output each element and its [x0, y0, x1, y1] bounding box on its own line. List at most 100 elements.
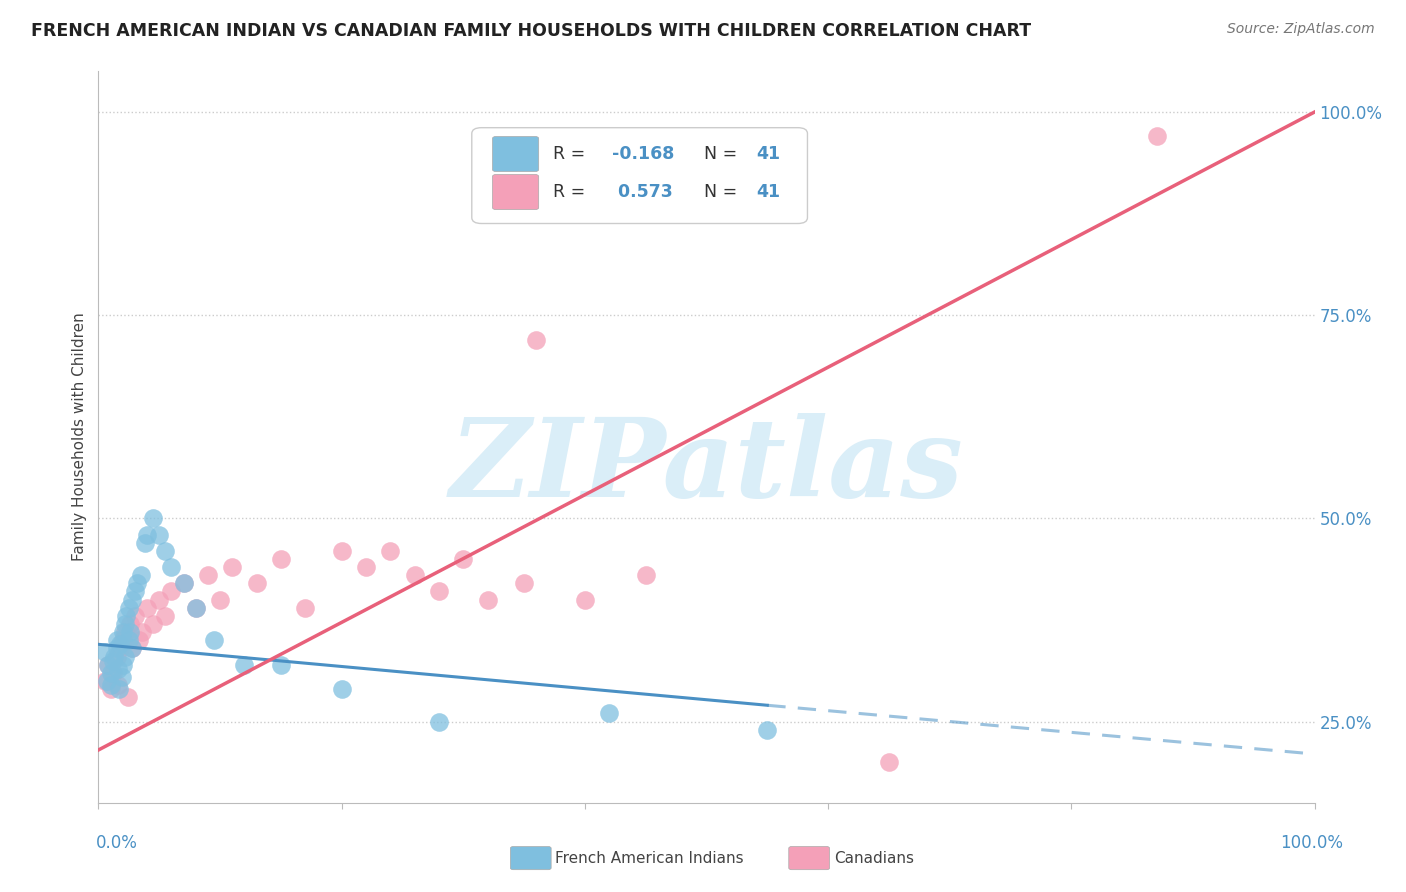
Point — [477, 592, 499, 607]
Point — [524, 333, 547, 347]
Point — [105, 649, 128, 664]
Text: N =: N = — [693, 145, 742, 163]
Point — [128, 633, 150, 648]
Point — [404, 568, 426, 582]
Point — [155, 608, 177, 623]
Text: 0.0%: 0.0% — [96, 834, 138, 852]
Point — [129, 568, 152, 582]
Point — [124, 584, 146, 599]
Point — [148, 527, 170, 541]
Point — [105, 633, 128, 648]
Point — [197, 568, 219, 582]
Point — [148, 592, 170, 607]
Point — [155, 544, 177, 558]
Point — [574, 592, 596, 607]
Point — [103, 649, 125, 664]
Point — [111, 625, 134, 640]
Point — [114, 649, 136, 664]
Y-axis label: Family Households with Children: Family Households with Children — [72, 313, 87, 561]
Point — [160, 560, 183, 574]
Point — [115, 608, 138, 623]
Point — [1146, 129, 1168, 144]
Point — [233, 657, 256, 672]
Point — [97, 657, 120, 672]
Point — [118, 633, 141, 648]
Point — [756, 723, 779, 737]
Text: N =: N = — [693, 183, 742, 201]
Point — [97, 657, 120, 672]
Point — [127, 576, 149, 591]
Point — [221, 560, 243, 574]
Point — [101, 654, 124, 668]
Point — [330, 681, 353, 696]
Text: 0.573: 0.573 — [612, 183, 672, 201]
Point — [110, 670, 132, 684]
Point — [131, 625, 153, 640]
Point — [105, 641, 128, 656]
Point — [354, 560, 377, 574]
Point — [136, 527, 159, 541]
Point — [598, 706, 620, 721]
Point — [110, 641, 132, 656]
Text: -0.168: -0.168 — [612, 145, 673, 163]
Point — [134, 535, 156, 549]
Point — [142, 617, 165, 632]
Point — [111, 657, 134, 672]
Point — [513, 576, 536, 591]
Point — [877, 755, 900, 769]
Point — [108, 681, 131, 696]
Point — [209, 592, 232, 607]
Point — [202, 633, 225, 648]
Point — [245, 576, 267, 591]
Point — [114, 625, 136, 640]
Point — [93, 645, 115, 659]
Point — [160, 584, 183, 599]
Point — [121, 592, 143, 607]
Point — [107, 678, 129, 692]
Text: ZIPatlas: ZIPatlas — [450, 413, 963, 520]
Text: Canadians: Canadians — [834, 851, 914, 865]
Point — [453, 552, 475, 566]
Point — [117, 690, 139, 705]
Text: 41: 41 — [756, 183, 780, 201]
Point — [100, 665, 122, 680]
Point — [427, 584, 450, 599]
Point — [101, 665, 124, 680]
Point — [118, 617, 141, 632]
Text: R =: R = — [554, 183, 591, 201]
Point — [110, 637, 132, 651]
Point — [121, 641, 143, 656]
Point — [111, 633, 134, 648]
Text: 100.0%: 100.0% — [1279, 834, 1343, 852]
Text: FRENCH AMERICAN INDIAN VS CANADIAN FAMILY HOUSEHOLDS WITH CHILDREN CORRELATION C: FRENCH AMERICAN INDIAN VS CANADIAN FAMIL… — [31, 22, 1031, 40]
Point — [294, 600, 316, 615]
Text: Source: ZipAtlas.com: Source: ZipAtlas.com — [1227, 22, 1375, 37]
Point — [96, 673, 118, 688]
FancyBboxPatch shape — [492, 175, 538, 210]
Point — [114, 617, 136, 632]
Point — [173, 576, 195, 591]
Point — [100, 681, 122, 696]
Point — [118, 600, 141, 615]
Text: French American Indians: French American Indians — [555, 851, 744, 865]
Point — [270, 552, 292, 566]
Point — [121, 641, 143, 656]
Text: R =: R = — [554, 145, 591, 163]
FancyBboxPatch shape — [472, 128, 807, 224]
Point — [142, 511, 165, 525]
Text: 41: 41 — [756, 145, 780, 163]
Point — [634, 568, 657, 582]
Point — [124, 608, 146, 623]
Point — [427, 714, 450, 729]
Point — [330, 544, 353, 558]
Point — [136, 600, 159, 615]
Point — [118, 625, 141, 640]
Point — [270, 657, 292, 672]
Point — [184, 600, 207, 615]
Point — [380, 544, 402, 558]
Point — [184, 600, 207, 615]
Point — [100, 678, 122, 692]
Point — [93, 673, 115, 688]
Point — [173, 576, 195, 591]
FancyBboxPatch shape — [492, 136, 538, 171]
